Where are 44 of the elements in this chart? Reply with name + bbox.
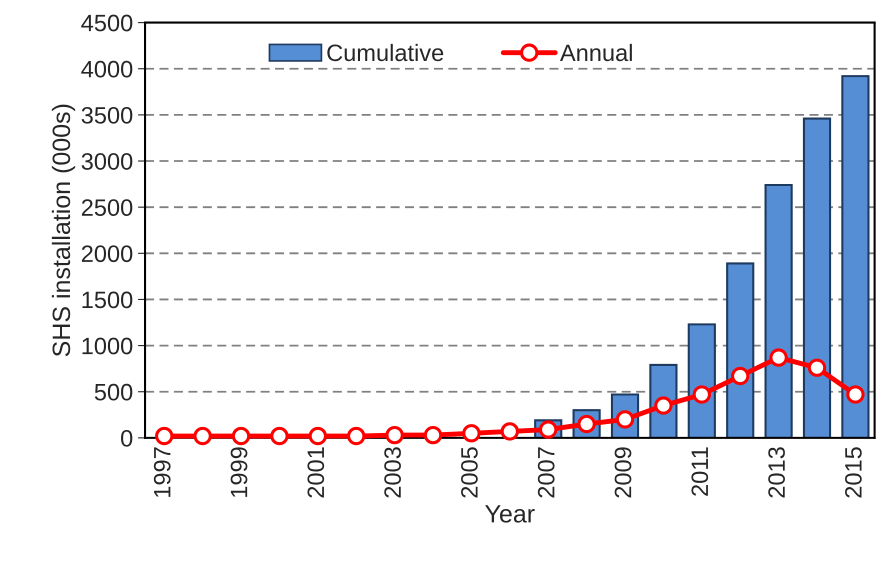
- point: [308, 426, 327, 446]
- y-tick-label: 4500: [81, 14, 132, 32]
- point: [155, 426, 174, 446]
- point: [846, 385, 865, 404]
- point: [539, 420, 558, 439]
- x-tick-label: 2015: [845, 447, 862, 498]
- point: [731, 366, 750, 386]
- bar: [841, 75, 870, 438]
- y-tick-label: 1000: [82, 338, 132, 354]
- y-tick-label: 2000: [82, 245, 132, 262]
- y-tick-label: 2500: [82, 199, 132, 216]
- x-tick-label: 2003: [384, 447, 401, 498]
- point: [808, 358, 826, 377]
- point: [769, 348, 788, 367]
- bar: [802, 118, 832, 438]
- y-tick-label: 4000: [81, 60, 132, 78]
- y-tick-label: 1500: [82, 292, 132, 308]
- point: [462, 424, 481, 442]
- point: [270, 426, 289, 446]
- point: [385, 426, 404, 444]
- x-tick-label: 1997: [154, 447, 171, 497]
- x-tick-label: 2005: [461, 447, 478, 498]
- bar: [764, 184, 793, 438]
- y-axis-title: SHS installation (000s): [52, 104, 76, 356]
- y-tick-label: 500: [94, 384, 132, 401]
- y-tick-label: 0: [121, 430, 132, 447]
- x-tick-label: 2007: [538, 447, 555, 498]
- point: [193, 426, 212, 446]
- y-tick-label: 3500: [82, 106, 132, 124]
- point: [347, 426, 366, 446]
- x-tick-label: 2011: [691, 447, 708, 496]
- x-tick-label: 2009: [614, 447, 632, 498]
- legend-label: Annual: [560, 44, 632, 62]
- point: [692, 385, 711, 404]
- bar: [726, 262, 754, 438]
- point: [500, 422, 519, 441]
- legend-label: Cumulative: [327, 44, 444, 62]
- x-axis-title: Year: [485, 505, 535, 523]
- x-tick-label: 2013: [768, 447, 785, 498]
- y-tick-label: 3000: [82, 153, 132, 170]
- point: [424, 426, 442, 444]
- point: [232, 426, 250, 446]
- x-tick-label: 2001: [307, 447, 324, 498]
- x-tick-label: 1999: [230, 447, 248, 497]
